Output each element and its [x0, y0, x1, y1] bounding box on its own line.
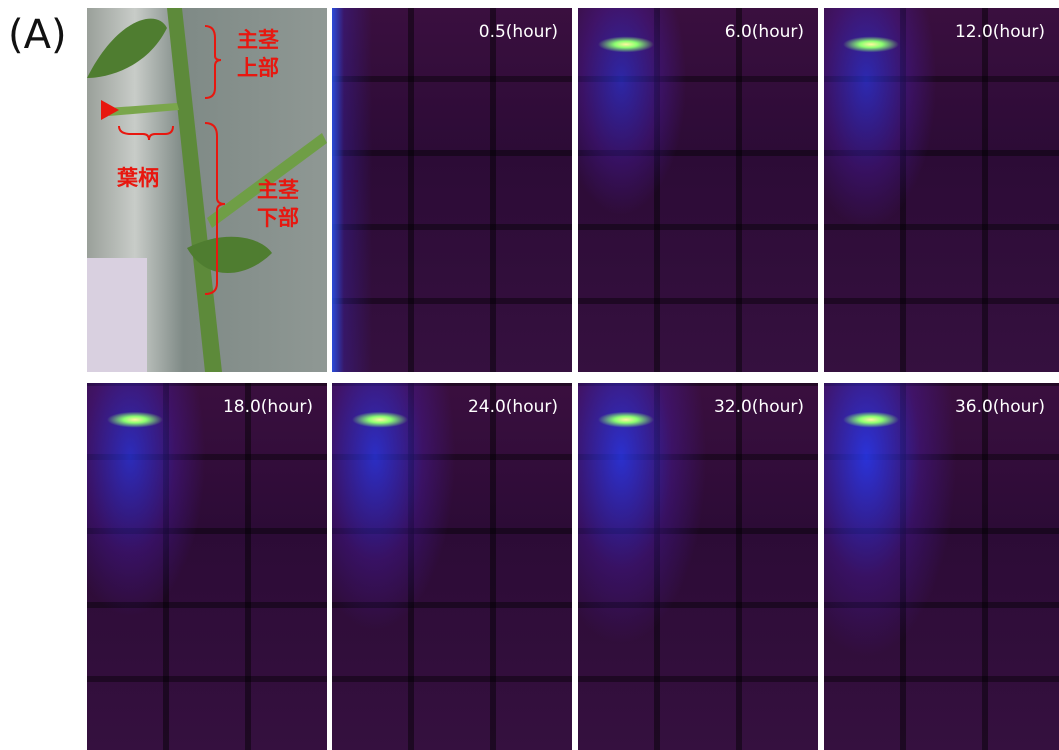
label-line: 上部 [237, 54, 279, 82]
upper-stem-label: 主茎上部 [237, 26, 279, 82]
image-frame: 18.0(hour) [87, 383, 327, 750]
petiole-label: 葉柄 [117, 164, 159, 192]
signal [824, 383, 1059, 750]
time-label: 36.0(hour) [955, 397, 1045, 417]
time-label: 24.0(hour) [468, 397, 558, 417]
image-frame: 0.5(hour) [332, 8, 572, 372]
time-label: 18.0(hour) [223, 397, 313, 417]
image-frame: 24.0(hour) [332, 383, 572, 750]
label-line: 主茎 [237, 26, 279, 54]
image-frame: 32.0(hour) [578, 383, 818, 750]
bracket [119, 126, 173, 140]
figure: (A) 主茎上部 葉柄 主茎下部 0.5(hour)6.0(hour)12.0(… [0, 0, 1059, 750]
time-label: 6.0(hour) [725, 22, 804, 42]
stem [167, 8, 222, 372]
signal [87, 383, 327, 750]
lower-stem-label: 主茎下部 [257, 176, 299, 232]
time-label: 0.5(hour) [479, 22, 558, 42]
signal [332, 383, 572, 750]
image-frame: 6.0(hour) [578, 8, 818, 372]
image-frame: 36.0(hour) [824, 383, 1059, 750]
signal [578, 383, 818, 750]
label-line: 主茎 [257, 176, 299, 204]
leaf [87, 19, 167, 78]
signal [824, 8, 1059, 372]
image-frame: 12.0(hour) [824, 8, 1059, 372]
panel-label: (A) [8, 12, 67, 58]
signal [332, 8, 572, 372]
floor [87, 258, 147, 372]
time-label: 12.0(hour) [955, 22, 1045, 42]
bracket [205, 26, 221, 98]
marker [101, 100, 119, 120]
signal [578, 8, 818, 372]
plant-photo: 主茎上部 葉柄 主茎下部 [87, 8, 327, 372]
time-label: 32.0(hour) [714, 397, 804, 417]
label-line: 下部 [257, 204, 299, 232]
